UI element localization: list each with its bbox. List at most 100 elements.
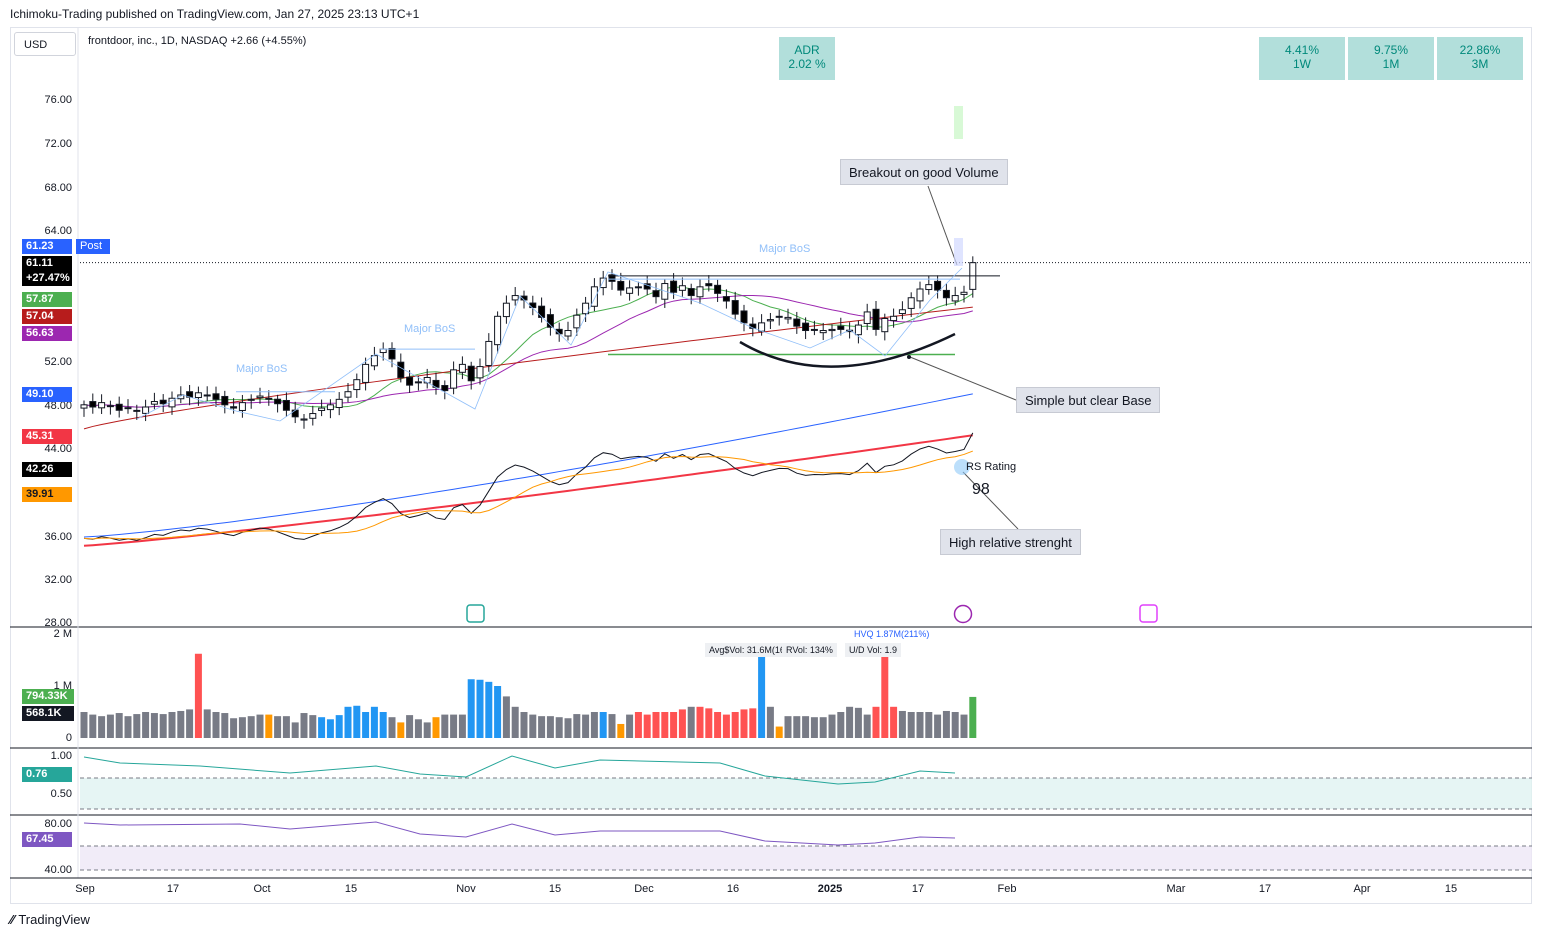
candle (265, 397, 273, 400)
volume-bar (555, 717, 563, 738)
breakout-callout[interactable]: Breakout on good Volume (840, 159, 1008, 185)
major-bos-label-2: Major BoS (404, 323, 456, 335)
last-price-tag: 61.11 (22, 256, 72, 271)
candle (379, 348, 387, 354)
x-tick-apr: Apr (1353, 883, 1371, 895)
volume-bar (142, 712, 150, 738)
base-callout[interactable]: Simple but clear Base (1016, 387, 1161, 413)
lightning-icon (953, 604, 973, 624)
volume-bar (758, 654, 766, 738)
candle (793, 318, 801, 327)
volume-bar (212, 712, 220, 738)
candle (300, 418, 308, 421)
currency-button[interactable]: USD (14, 32, 76, 56)
candle (467, 365, 475, 382)
volume-bar (274, 716, 282, 738)
volume-bar (775, 726, 783, 738)
candle (194, 392, 202, 399)
rs-rating-value: 98 (972, 481, 990, 498)
osc1-tag: 0.76 (22, 767, 72, 782)
candle (942, 289, 950, 299)
candle (89, 401, 97, 408)
volume-bar (203, 709, 211, 738)
volume-bar (150, 713, 158, 738)
candle (819, 330, 827, 334)
candle (502, 302, 510, 318)
volume-bar (186, 709, 194, 738)
perf-3m-label: 3M (1471, 57, 1489, 71)
candle (476, 366, 484, 379)
volume-bar (969, 696, 977, 738)
vol-tick-0: 0 (65, 732, 72, 744)
candle (450, 369, 458, 389)
candle (397, 361, 405, 378)
candle (582, 302, 590, 315)
candle (696, 286, 704, 298)
rs-callout[interactable]: High relative strenght (940, 529, 1081, 555)
osc1-tick-1: 1.00 (50, 750, 72, 762)
zigzag-line (136, 267, 963, 422)
ud-vol-info: U/D Vol: 1.9 (845, 643, 902, 657)
perf-1m-label: 1M (1382, 57, 1400, 71)
volume-bar (467, 679, 475, 738)
rs-ma-line (83, 450, 973, 540)
ma-green-tag: 57.87 (22, 292, 72, 307)
symbol-change: +2.66 (+4.55%) (230, 35, 307, 47)
volume-bar (546, 716, 554, 738)
volume-bar (951, 712, 959, 738)
rs-line (83, 432, 974, 541)
y-tick-48: 48.00 (44, 400, 72, 412)
volume-bar (291, 722, 299, 738)
candle (212, 393, 220, 400)
x-tick-15a: 15 (344, 883, 358, 895)
ma-green-line (83, 286, 974, 408)
candle (573, 314, 581, 329)
volume-bar (582, 714, 590, 738)
candle (326, 404, 334, 411)
candle (863, 311, 871, 324)
candle (221, 395, 229, 406)
volume-bar (388, 717, 396, 738)
candle (282, 399, 290, 411)
candle (934, 280, 942, 291)
volume-bar (318, 717, 326, 738)
vol-avg-tag: 568.1K (22, 706, 74, 721)
osc1-band (80, 778, 1532, 809)
x-tick-oct: Oct (253, 883, 271, 895)
volume-bar (678, 709, 686, 738)
volume-bar (370, 706, 378, 738)
candle (230, 406, 238, 409)
candle (318, 407, 326, 411)
osc1-tick-05: 0.50 (50, 788, 72, 800)
volume-bar (634, 712, 642, 738)
x-tick-dec: Dec (634, 883, 654, 895)
y-tick-52: 52.00 (44, 356, 72, 368)
rvol-info: RVol: 134% (782, 643, 837, 657)
candle (608, 274, 616, 282)
volume-bar (661, 712, 669, 738)
volume-bar (714, 712, 722, 738)
candle (458, 363, 466, 373)
volume-bar (960, 714, 968, 738)
volume-bar (907, 712, 915, 738)
candle (414, 381, 422, 384)
candle (828, 328, 836, 332)
volume-bar (652, 712, 660, 738)
candle (106, 405, 114, 408)
candle (837, 325, 845, 330)
y-tick-36: 36.00 (44, 531, 72, 543)
candle (406, 376, 414, 386)
x-tick-nov: Nov (456, 883, 476, 895)
adr-value: 2.02 % (788, 57, 826, 71)
vol-green-tag: 794.33K (22, 689, 74, 704)
candle (784, 316, 792, 320)
footer-brand: TradingView (18, 912, 90, 927)
volume-bar (511, 706, 519, 738)
candle (344, 391, 352, 398)
volume-bar (916, 712, 924, 738)
x-tick-17b: 17 (911, 883, 925, 895)
volume-bar (309, 715, 317, 738)
volume-bar (326, 719, 334, 738)
candle (854, 324, 862, 336)
